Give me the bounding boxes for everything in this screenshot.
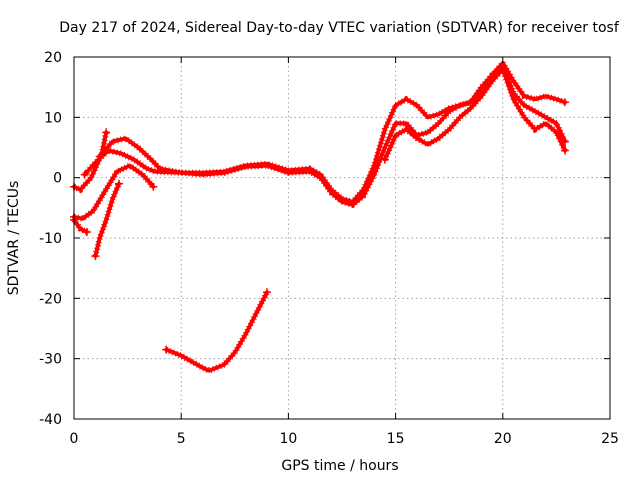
series-endpoint-marker — [91, 252, 100, 261]
grid — [74, 57, 610, 419]
y-tick-label: 0 — [53, 171, 62, 187]
series-endpoint-marker — [115, 179, 124, 188]
series-endpoint-marker — [102, 128, 111, 137]
x-tick-label: 5 — [177, 431, 186, 447]
series-endpoint-marker — [80, 170, 89, 179]
series-endpoint-marker — [560, 146, 569, 155]
series-endpoint-marker — [149, 182, 158, 191]
series-arc-3-markers — [71, 218, 89, 235]
series-endpoint-marker — [560, 98, 569, 107]
series-arc-3 — [72, 217, 89, 234]
y-tick-label: 20 — [44, 50, 62, 66]
y-tick-label: -10 — [39, 231, 62, 247]
chart-title: Day 217 of 2024, Sidereal Day-to-day VTE… — [59, 20, 620, 36]
x-tick-label: 10 — [279, 431, 297, 447]
axis-ticks: 0 5 10 15 20 25 -40 -30 -20 -10 0 10 20 — [39, 50, 619, 447]
x-tick-label: 20 — [494, 431, 512, 447]
series-arc-2-markers — [73, 162, 156, 222]
series-arc-1-markers — [72, 131, 110, 194]
series-arc-6 — [97, 64, 567, 207]
y-tick-label: -40 — [39, 412, 62, 428]
series-endpoint-marker — [82, 227, 91, 236]
series-arc-4 — [93, 181, 121, 259]
x-axis-label: GPS time / hours — [281, 458, 398, 474]
series-arc-8 — [164, 290, 269, 373]
series-endpoint-marker — [162, 345, 171, 354]
y-tick-label: 10 — [44, 110, 62, 126]
y-tick-label: -20 — [39, 291, 62, 307]
series-arc-7-markers — [382, 63, 568, 161]
data-traces — [70, 57, 569, 374]
x-tick-label: 15 — [387, 431, 405, 447]
x-tick-label: 25 — [601, 431, 619, 447]
series-endpoint-marker — [262, 288, 271, 297]
series-endpoint-marker — [95, 152, 104, 161]
series-arc-6-markers — [97, 61, 568, 209]
y-tick-label: -30 — [39, 352, 62, 368]
series-endpoint-marker — [380, 155, 389, 164]
x-tick-label: 0 — [70, 431, 79, 447]
y-axis-label: SDTVAR / TECUs — [6, 181, 22, 296]
